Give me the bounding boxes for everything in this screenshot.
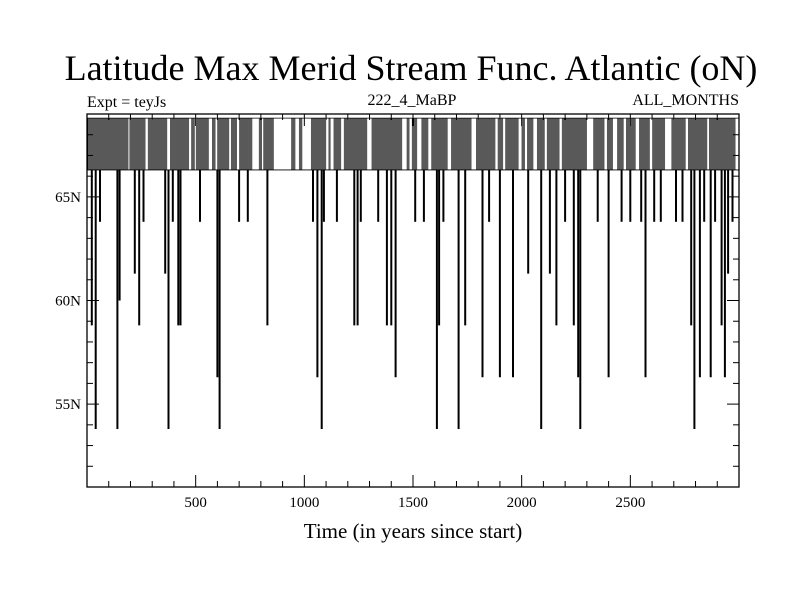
- series-band-gap: [503, 117, 506, 171]
- series-band-gap: [330, 117, 334, 171]
- x-tick-label: 2500: [615, 495, 645, 511]
- series-band-gap: [612, 117, 618, 171]
- series-band-gap: [341, 117, 344, 171]
- x-tick-label: 1000: [289, 495, 319, 511]
- x-tick-label: 2000: [507, 495, 537, 511]
- series-band-gap: [524, 117, 528, 171]
- y-tick-label: 65N: [55, 190, 81, 206]
- series-band-gap: [665, 117, 672, 171]
- run-label: 222_4_MaBP: [368, 92, 457, 109]
- series-band-gap: [128, 117, 130, 171]
- series-band-gap: [302, 117, 311, 171]
- series-band-gap: [623, 117, 626, 171]
- series-band-gap: [447, 117, 452, 171]
- series-band-gap: [167, 117, 170, 171]
- months-label: ALL_MONTHS: [632, 92, 739, 109]
- series-band-gap: [685, 117, 688, 171]
- series-band-gap: [586, 117, 594, 171]
- experiment-label: Expt = teyJs: [87, 94, 166, 111]
- series-band-gap: [402, 117, 407, 171]
- series-band-gap: [533, 117, 537, 171]
- x-tick-label: 500: [184, 495, 207, 511]
- series-band-gap: [326, 117, 329, 171]
- series-band-gap: [471, 117, 476, 171]
- series-band-gap: [237, 117, 240, 171]
- series-band-gap: [417, 117, 422, 171]
- x-axis-label: Time (in years since start): [304, 519, 523, 543]
- series-band-gap: [273, 117, 292, 171]
- chart-title: Latitude Max Merid Stream Func. Atlantic…: [65, 48, 758, 88]
- series-band-gap: [518, 117, 522, 171]
- series-band-gap: [295, 117, 299, 171]
- x-tick-label: 1500: [398, 495, 428, 511]
- series-band-gap: [215, 117, 218, 171]
- series-band-gap: [208, 117, 212, 171]
- series-band-gap: [145, 117, 148, 171]
- series-band-gap: [707, 117, 709, 171]
- series-band-gap: [735, 117, 738, 171]
- series-band-gap: [194, 117, 196, 171]
- series-band-gap: [604, 117, 607, 171]
- series-band-gap: [262, 117, 264, 171]
- y-tick-label: 55N: [55, 397, 81, 413]
- series-band-gap: [635, 117, 640, 171]
- series-band-gap: [649, 117, 653, 171]
- axes: 500 1000 1500 2000 2500 55N 60N 65N: [55, 114, 739, 511]
- series-band-gap: [495, 117, 498, 171]
- series-band-gap: [409, 117, 412, 171]
- series-band-gap: [229, 117, 231, 171]
- series-band-gap: [428, 117, 432, 171]
- series-band-gap: [367, 117, 372, 171]
- series-band-gap: [189, 117, 192, 171]
- y-tick-label: 60N: [55, 294, 81, 310]
- series-band-gap: [252, 117, 259, 171]
- series-band-gap: [544, 117, 547, 171]
- plot-area: [87, 117, 739, 429]
- series-band-gap: [559, 117, 562, 171]
